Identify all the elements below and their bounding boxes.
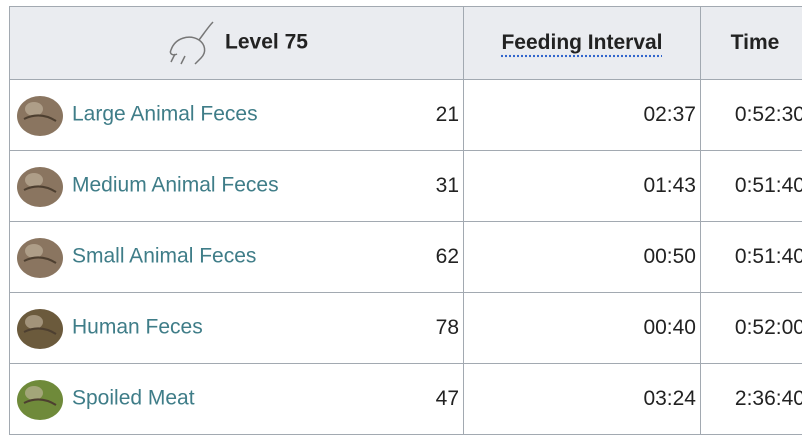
feeding-time: 0:51:40 bbox=[701, 222, 802, 293]
feeding-table: Level 75 Feeding Interval Time Large Ani… bbox=[9, 6, 802, 435]
item-link[interactable]: Human Feces bbox=[72, 316, 203, 339]
creature-icon bbox=[165, 20, 219, 66]
column-title: Feeding Interval bbox=[501, 31, 662, 54]
item-link[interactable]: Small Animal Feces bbox=[72, 245, 256, 268]
header-row: Level 75 Feeding Interval Time bbox=[10, 7, 802, 80]
item-icon bbox=[14, 375, 66, 423]
item-cell: Medium Animal Feces bbox=[10, 151, 410, 222]
item-link[interactable]: Medium Animal Feces bbox=[72, 174, 279, 197]
item-link[interactable]: Large Animal Feces bbox=[72, 103, 258, 126]
feeding-interval: 01:43 bbox=[464, 151, 701, 222]
feeding-time: 0:52:00 bbox=[701, 293, 802, 364]
feeding-interval: 00:40 bbox=[464, 293, 701, 364]
column-header: Feeding Interval bbox=[464, 7, 701, 80]
page: Level 75 Feeding Interval Time Large Ani… bbox=[0, 0, 802, 427]
column-title: Time bbox=[731, 31, 780, 54]
item-count: 62 bbox=[410, 222, 464, 293]
item-cell: Small Animal Feces bbox=[10, 222, 410, 293]
item-icon bbox=[14, 91, 66, 139]
feeding-time: 2:36:40 bbox=[701, 364, 802, 435]
item-icon bbox=[14, 162, 66, 210]
feeding-time: 0:52:30 bbox=[701, 80, 802, 151]
feeding-time: 0:51:40 bbox=[701, 151, 802, 222]
item-icon bbox=[14, 304, 66, 352]
item-count: 78 bbox=[410, 293, 464, 364]
item-cell: Large Animal Feces bbox=[10, 80, 410, 151]
feeding-interval: 02:37 bbox=[464, 80, 701, 151]
item-icon bbox=[14, 233, 66, 281]
column-header: Time bbox=[701, 7, 802, 80]
item-cell: Human Feces bbox=[10, 293, 410, 364]
feeding-interval: 03:24 bbox=[464, 364, 701, 435]
level-title: Level 75 bbox=[225, 31, 308, 54]
level-header: Level 75 bbox=[10, 7, 464, 80]
item-count: 47 bbox=[410, 364, 464, 435]
item-count: 21 bbox=[410, 80, 464, 151]
item-count: 31 bbox=[410, 151, 464, 222]
item-cell: Spoiled Meat bbox=[10, 364, 410, 435]
feeding-interval: 00:50 bbox=[464, 222, 701, 293]
item-link[interactable]: Spoiled Meat bbox=[72, 387, 195, 410]
